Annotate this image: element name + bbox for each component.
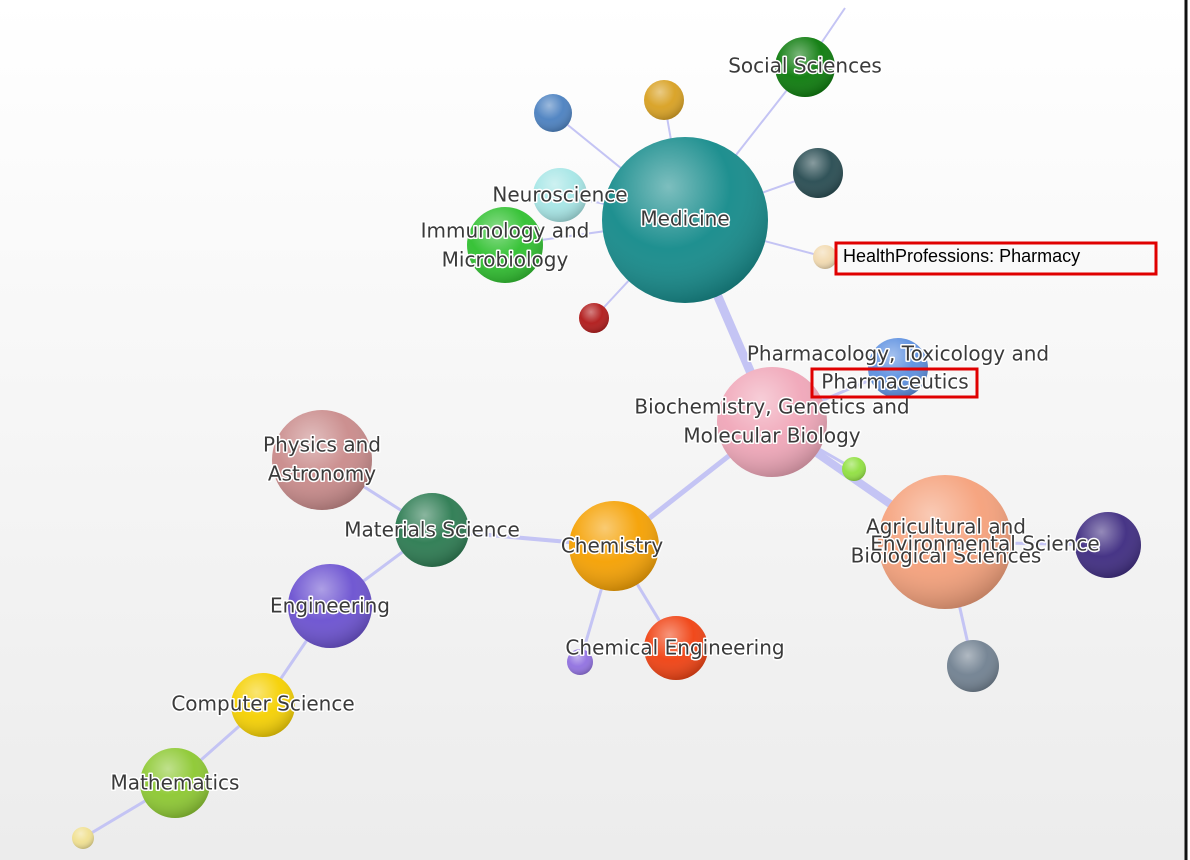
node-label: Immunology and <box>421 219 590 243</box>
node-shine <box>272 410 372 510</box>
node-shine <box>842 457 866 481</box>
node-label: Neuroscience <box>492 183 627 207</box>
node-label: Astronomy <box>268 462 376 486</box>
node-label: Agricultural and <box>866 515 1026 539</box>
node-label: Materials Science <box>344 518 520 542</box>
node-label: Medicine <box>640 207 729 231</box>
node-shine <box>775 37 835 97</box>
node-label: Molecular Biology <box>683 424 860 448</box>
node-shine <box>288 564 372 648</box>
node-label: Engineering <box>270 594 390 618</box>
node-label: Chemical Engineering <box>565 636 784 660</box>
node-shine <box>793 148 843 198</box>
node-shine <box>231 673 295 737</box>
node-shine <box>395 493 469 567</box>
node-shine <box>947 640 999 692</box>
node-shine <box>1075 512 1141 578</box>
highlight-box <box>834 241 1158 276</box>
node-label: Pharmaceutics <box>821 370 968 394</box>
node-shine <box>644 80 684 120</box>
node-shine <box>567 649 593 675</box>
node-label: Computer Science <box>171 692 354 716</box>
boxed-label: HealthProfessions: Pharmacy <box>843 246 1080 266</box>
node-shine <box>569 501 659 591</box>
node-label: Biological Sciences <box>851 544 1042 568</box>
node-shine <box>533 168 587 222</box>
node-label: Physics and <box>263 433 381 457</box>
node-shine <box>813 245 837 269</box>
node-shine <box>717 367 827 477</box>
node-label: Pharmacology, Toxicology and <box>747 342 1049 366</box>
node-shine <box>72 827 94 849</box>
node-shine <box>534 94 572 132</box>
node-label: Chemistry <box>561 534 663 558</box>
node-label: Mathematics <box>111 771 240 795</box>
node-shine <box>579 303 609 333</box>
node-shine <box>140 748 210 818</box>
node-shine <box>644 616 708 680</box>
highlight-box <box>810 367 979 399</box>
node-shine <box>602 137 768 303</box>
node-label: Microbiology <box>442 248 569 272</box>
node-label: Social Sciences <box>728 54 882 78</box>
node-label: Environmental Science <box>870 532 1099 556</box>
node-shine <box>878 475 1012 609</box>
node-shine <box>467 207 543 283</box>
node-label: Biochemistry, Genetics and <box>634 395 909 419</box>
